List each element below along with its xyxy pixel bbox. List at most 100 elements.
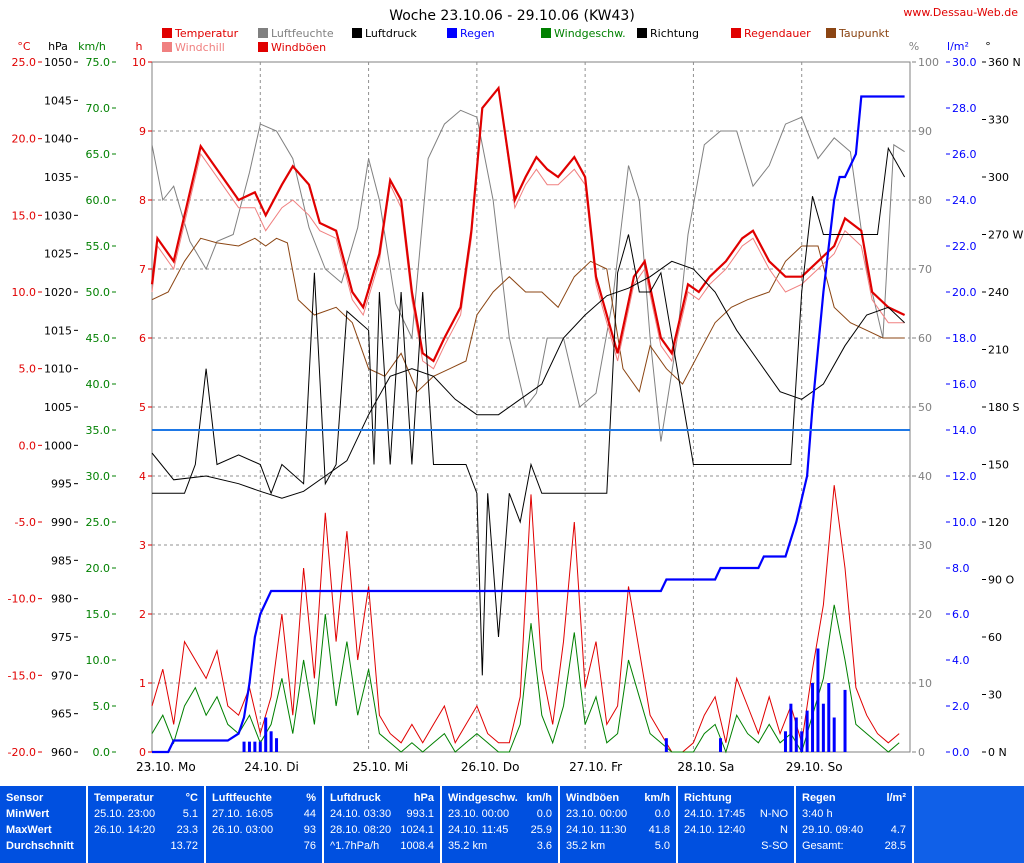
x-label: 24.10. Di — [244, 760, 299, 774]
col-title: Luftdruck — [330, 792, 381, 804]
rain-duration-bar — [275, 738, 279, 752]
tick-label-press: 1025 — [44, 248, 72, 261]
cell-value: S-SO — [761, 840, 788, 852]
col-title: Richtung — [684, 792, 732, 804]
tick-label-humid: 40 — [918, 470, 932, 483]
tick-label-humid: 50 — [918, 401, 932, 414]
tick-label-dir: 120 — [988, 516, 1009, 529]
x-label: 27.10. Fr — [569, 760, 622, 774]
stats-col-title: Windböen km/h — [560, 786, 676, 806]
legend-swatch — [162, 42, 172, 52]
cell-label: 35.2 km — [566, 840, 606, 852]
cell-value: 5.1 — [182, 808, 198, 820]
tick-label-dir: 270 W — [988, 229, 1023, 242]
tick-label-wind: 65.0 — [86, 148, 111, 161]
col-unit: l/m² — [886, 792, 906, 804]
stats-col-windböen: Windböen km/h 23.10. 00:00 0.0 24.10. 11:30 4… — [560, 786, 678, 863]
x-axis-labels: 23.10. Mo 24.10. Di 25.10. Mi 26.10. Do 27.1… — [136, 760, 843, 774]
tick-label-press: 1045 — [44, 94, 72, 107]
tick-label-press: 985 — [51, 554, 72, 567]
cell-label: 27.10. 16:05 — [212, 808, 274, 820]
row-label-max: MaxWert — [6, 824, 52, 836]
tick-label-temp: 0.0 — [19, 439, 37, 452]
stats-cell: ^1.7hPa/h 1008.4 — [324, 838, 440, 854]
cell-label: 28.10. 08:20 — [330, 824, 392, 836]
tick-label-hours: 10 — [132, 56, 146, 69]
tick-label-press: 1020 — [44, 286, 72, 299]
tick-label-humid: 0 — [918, 746, 925, 759]
col-title: Luftfeuchte — [212, 792, 272, 804]
cell-value: 13.72 — [170, 840, 198, 852]
cell-label: 23.10. 00:00 — [566, 808, 628, 820]
stats-cell: 24.10. 17:45 N-NO — [678, 806, 794, 822]
tick-label-rain: 16.0 — [952, 378, 977, 391]
tick-label-humid: 30 — [918, 539, 932, 552]
cell-value: 0.0 — [536, 808, 552, 820]
stats-col-richtung: Richtung 24.10. 17:45 N-NO 24.10. 12:40 N S-S… — [678, 786, 796, 863]
tick-label-press: 1035 — [44, 171, 72, 184]
tick-label-temp: 5.0 — [19, 363, 37, 376]
stats-cell: 35.2 km 5.0 — [560, 838, 676, 854]
rain-duration-bar — [805, 710, 809, 752]
tick-label-hours: 3 — [139, 539, 146, 552]
stats-col-regen: Regen l/m² 3:40 h 29.10. 09:40 4.7 Gesamt: 28.… — [796, 786, 914, 863]
stats-cell: 23.10. 00:00 0.0 — [560, 806, 676, 822]
tick-label-wind: 5.0 — [93, 700, 111, 713]
tick-label-wind: 20.0 — [86, 562, 111, 575]
tick-label-wind: 40.0 — [86, 378, 111, 391]
grid — [152, 62, 910, 752]
axis-unit-humid: % — [909, 40, 919, 53]
cell-value: N — [780, 824, 788, 836]
stats-cell: 13.72 — [88, 838, 204, 854]
series-windchill — [151, 86, 905, 370]
tick-label-press: 970 — [51, 669, 72, 682]
axis-unit-hours: h — [136, 40, 143, 53]
series-layer — [150, 85, 910, 754]
cell-label: 3:40 h — [802, 808, 833, 820]
cell-value: 25.9 — [530, 824, 552, 836]
stats-cell: 26.10. 14:20 23.3 — [88, 822, 204, 838]
tick-label-dir: 300 — [988, 171, 1009, 184]
stats-cell: 26.10. 03:00 93 — [206, 822, 322, 838]
tick-label-temp: -10.0 — [8, 593, 36, 606]
tick-label-rain: 24.0 — [952, 194, 977, 207]
cell-label: 26.10. 14:20 — [94, 824, 156, 836]
site-link[interactable]: www.Dessau-Web.de — [903, 6, 1018, 19]
tick-label-wind: 50.0 — [86, 286, 111, 299]
tick-label-rain: 18.0 — [952, 332, 977, 345]
stats-cell: 23.10. 00:00 0.0 — [442, 806, 558, 822]
tick-label-press: 960 — [51, 746, 72, 759]
tick-label-temp: 25.0 — [12, 56, 37, 69]
tick-label-dir: 180 S — [988, 401, 1019, 414]
row-label-sensor: Sensor — [6, 792, 44, 804]
chart-title: Woche 23.10.06 - 29.10.06 (KW43) — [389, 8, 635, 24]
cell-value: 4.7 — [890, 824, 906, 836]
rain-duration-bar — [242, 741, 246, 752]
tick-label-wind: 10.0 — [86, 654, 111, 667]
cell-value: 41.8 — [648, 824, 670, 836]
rain-duration-bar — [794, 717, 798, 752]
stats-cell: 25.10. 23:00 5.1 — [88, 806, 204, 822]
tick-label-hours: 9 — [139, 125, 146, 138]
rain-duration-bar — [816, 648, 820, 752]
legend-swatch — [731, 28, 741, 38]
col-unit: °C — [185, 792, 198, 804]
rain-duration-bar — [253, 741, 257, 752]
cell-value: 44 — [303, 808, 316, 820]
tick-label-hours: 7 — [139, 263, 146, 276]
col-title: Temperatur — [94, 792, 154, 804]
cell-value: 3.6 — [536, 840, 552, 852]
rain-duration-bar — [832, 717, 836, 752]
axis-unit-press: hPa — [48, 40, 68, 53]
stats-cell: 28.10. 08:20 1024.1 — [324, 822, 440, 838]
legend-label: Taupunkt — [838, 27, 890, 40]
tick-label-wind: 75.0 — [86, 56, 111, 69]
cell-label: Gesamt: — [802, 840, 844, 852]
tick-label-dir: 150 — [988, 459, 1009, 472]
tick-label-rain: 28.0 — [952, 102, 977, 115]
tick-label-hours: 6 — [139, 332, 146, 345]
series-regen — [152, 95, 905, 754]
tick-label-rain: 22.0 — [952, 240, 977, 253]
series-temperatur — [150, 85, 906, 363]
